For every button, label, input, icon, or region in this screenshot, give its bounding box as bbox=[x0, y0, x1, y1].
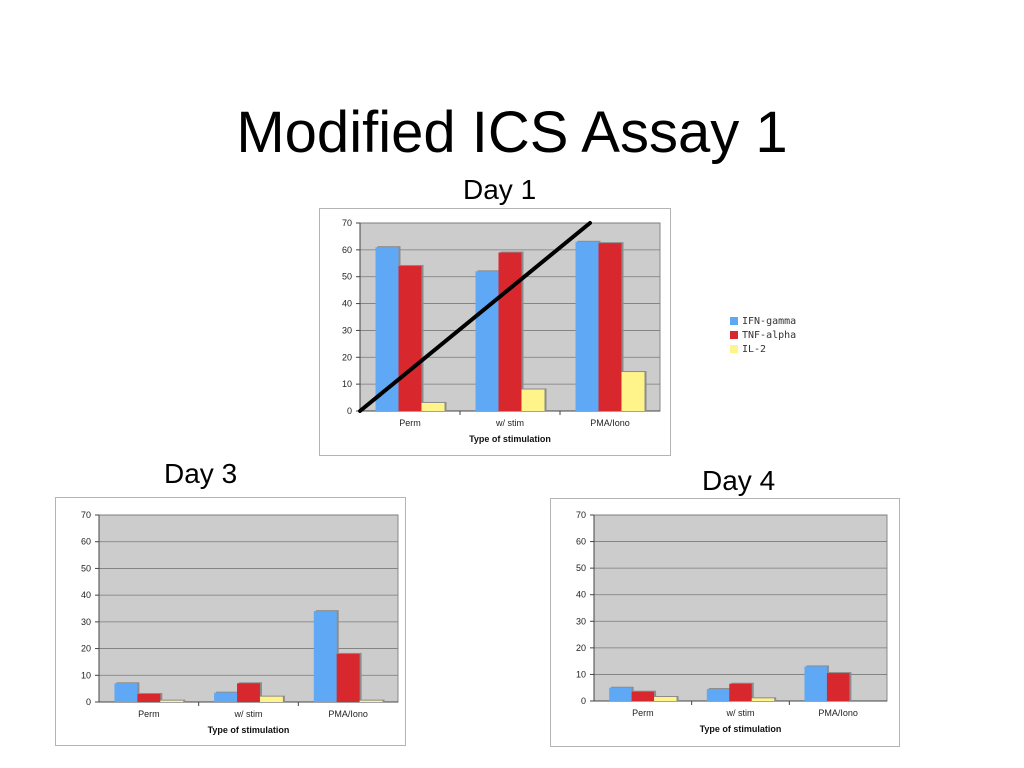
y-tick-label: 50 bbox=[81, 563, 91, 573]
annotation-diagonal-line bbox=[358, 221, 592, 413]
bar-il-2-3 bbox=[359, 700, 383, 702]
bar-ifn-gamma-1 bbox=[609, 687, 632, 701]
legend-item: TNF-alpha bbox=[730, 328, 796, 342]
bar-tnf-alpha-1 bbox=[398, 265, 422, 411]
x-axis-title: Type of stimulation bbox=[208, 725, 290, 735]
chart-title-day-1: Day 1 bbox=[463, 174, 537, 205]
y-tick-label: 60 bbox=[576, 537, 586, 547]
legend-label: IL-2 bbox=[742, 343, 767, 355]
legend: IFN-gamma TNF-alpha IL-2 bbox=[730, 314, 796, 356]
legend-swatch-il-2 bbox=[730, 345, 738, 353]
y-tick-label: 0 bbox=[347, 406, 352, 416]
legend-item: IL-2 bbox=[730, 342, 796, 356]
bar-il-2-1 bbox=[160, 700, 184, 702]
bar-ifn-gamma-3 bbox=[804, 666, 827, 701]
bar-tnf-alpha-2 bbox=[498, 252, 522, 411]
bar-il-2-3 bbox=[621, 372, 645, 411]
legend-swatch-tnf-alpha bbox=[730, 331, 738, 339]
x-tick-label: PMA/Iono bbox=[818, 708, 858, 718]
y-tick-label: 60 bbox=[81, 537, 91, 547]
bar-il-2-1 bbox=[421, 402, 445, 411]
bar-tnf-alpha-2 bbox=[729, 683, 752, 701]
y-tick-label: 10 bbox=[576, 669, 586, 679]
y-tick-label: 30 bbox=[342, 325, 352, 335]
chart-day-1: 0 10 20 30 40 50 60 70 Perm w/ stim PMA/Iono Type o… bbox=[319, 208, 671, 456]
x-axis-title: Type of stimulation bbox=[700, 724, 782, 734]
y-tick-label: 10 bbox=[342, 379, 352, 389]
bar-ifn-gamma-3 bbox=[575, 241, 599, 411]
bar-tnf-alpha-3 bbox=[336, 653, 360, 702]
legend-item: IFN-gamma bbox=[730, 314, 796, 328]
y-tick-label: 0 bbox=[581, 696, 586, 706]
legend-swatch-ifn-gamma bbox=[730, 317, 738, 325]
slide-title: Modified ICS Assay 1 bbox=[236, 100, 788, 165]
chart-day-3: 0 10 20 30 40 50 60 70 Perm w/ stim PMA/Iono Type o… bbox=[55, 497, 406, 746]
bar-ifn-gamma-2 bbox=[706, 689, 730, 701]
y-tick-label: 60 bbox=[342, 245, 352, 255]
bar-tnf-alpha-2 bbox=[237, 683, 260, 702]
bar-tnf-alpha-1 bbox=[137, 693, 161, 702]
y-tick-label: 70 bbox=[342, 218, 352, 228]
chart-svg-day-4: 0 10 20 30 40 50 60 70 Perm w/ stim PMA/Iono Type o… bbox=[576, 510, 888, 734]
y-tick-label: 20 bbox=[342, 352, 352, 362]
bar-ifn-gamma-2 bbox=[475, 271, 499, 411]
x-tick-label: w/ stim bbox=[726, 708, 755, 718]
bar-tnf-alpha-3 bbox=[598, 243, 622, 411]
x-tick-label: w/ stim bbox=[234, 709, 263, 719]
bar-ifn-gamma-1 bbox=[114, 683, 138, 702]
x-tick-label: Perm bbox=[399, 418, 421, 428]
x-tick-label: PMA/Iono bbox=[328, 709, 368, 719]
x-axis-title: Type of stimulation bbox=[469, 434, 551, 444]
y-tick-label: 50 bbox=[342, 272, 352, 282]
y-tick-label: 20 bbox=[576, 643, 586, 653]
x-tick-label: Perm bbox=[632, 708, 654, 718]
chart-title-day-4: Day 4 bbox=[702, 465, 776, 496]
legend-label: IFN-gamma bbox=[742, 315, 797, 327]
y-tick-label: 70 bbox=[576, 510, 586, 520]
x-tick-label: Perm bbox=[138, 709, 160, 719]
chart-day-4: 0 10 20 30 40 50 60 70 Perm w/ stim PMA/Iono Type o… bbox=[550, 498, 900, 747]
legend-label: TNF-alpha bbox=[742, 329, 797, 341]
y-tick-label: 10 bbox=[81, 670, 91, 680]
x-tick-label: w/ stim bbox=[495, 418, 524, 428]
y-tick-label: 40 bbox=[342, 299, 352, 309]
x-tick-label: PMA/Iono bbox=[590, 418, 630, 428]
y-tick-label: 50 bbox=[576, 563, 586, 573]
chart-svg-day-3: 0 10 20 30 40 50 60 70 Perm w/ stim PMA/Iono Type o… bbox=[81, 510, 399, 735]
y-tick-label: 20 bbox=[81, 644, 91, 654]
chart-title-day-3: Day 3 bbox=[164, 458, 238, 489]
chart-svg-day-1: 0 10 20 30 40 50 60 70 Perm w/ stim PMA/Iono Type o… bbox=[342, 218, 661, 444]
y-tick-label: 40 bbox=[576, 590, 586, 600]
bar-tnf-alpha-1 bbox=[631, 691, 655, 701]
bar-tnf-alpha-3 bbox=[826, 673, 850, 701]
bar-ifn-gamma-2 bbox=[214, 692, 238, 702]
bar-ifn-gamma-3 bbox=[313, 611, 337, 702]
y-tick-label: 30 bbox=[576, 616, 586, 626]
y-tick-label: 0 bbox=[86, 697, 91, 707]
bar-il-2-2 bbox=[751, 698, 775, 701]
bar-il-2-1 bbox=[654, 697, 677, 701]
bar-ifn-gamma-1 bbox=[375, 247, 399, 411]
y-tick-label: 30 bbox=[81, 617, 91, 627]
y-tick-label: 70 bbox=[81, 510, 91, 520]
bar-il-2-2 bbox=[259, 696, 283, 702]
bar-il-2-2 bbox=[521, 389, 545, 411]
y-tick-label: 40 bbox=[81, 590, 91, 600]
